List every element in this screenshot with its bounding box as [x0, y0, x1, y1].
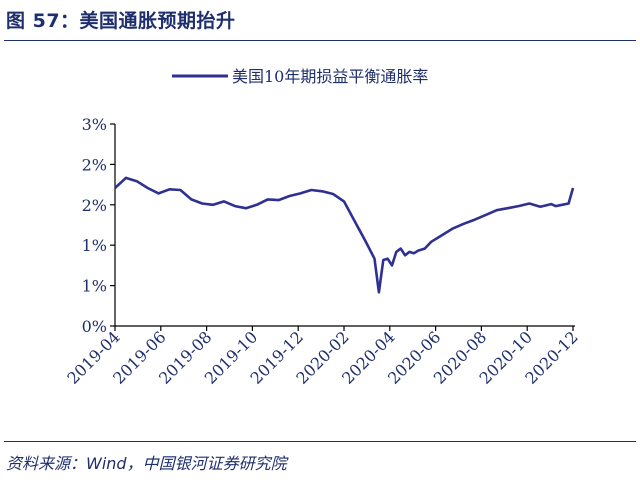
title-rule [4, 40, 636, 41]
y-tick-label: 2% [82, 155, 107, 174]
x-ticks: 2019-042019-062019-082019-102019-122020-… [63, 326, 582, 388]
figure-title: 图 57：美国通胀预期抬升 [6, 10, 236, 32]
source-note: 资料来源：Wind，中国银河证券研究院 [6, 454, 287, 473]
legend-label: 美国10年期损益平衡通胀率 [232, 67, 428, 86]
y-tick-label: 0% [82, 317, 107, 336]
y-tick-label: 1% [82, 236, 107, 255]
y-tick-label: 3% [82, 115, 107, 134]
source-rule [4, 441, 636, 442]
legend: 美国10年期损益平衡通胀率 [172, 67, 428, 86]
series-line [114, 176, 575, 294]
y-tick-label: 2% [82, 196, 107, 215]
y-ticks: 0% 1% 1% 2% 2% 3% [82, 115, 115, 336]
y-tick-label: 1% [82, 277, 107, 296]
